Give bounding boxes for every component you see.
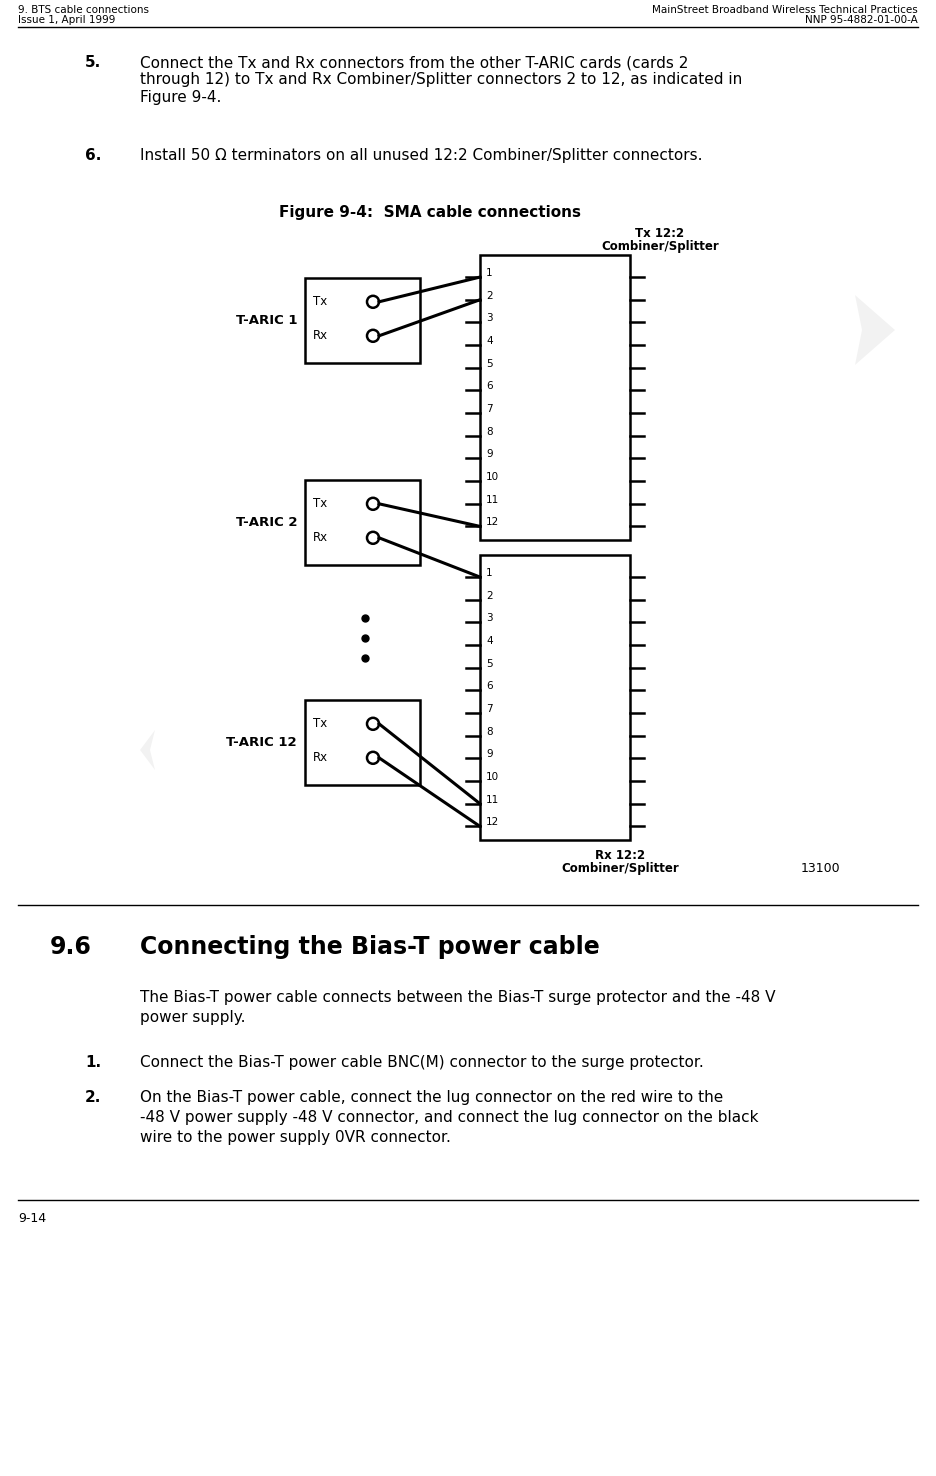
- Text: Rx: Rx: [313, 751, 329, 765]
- Text: 2: 2: [486, 291, 492, 301]
- Text: 7: 7: [486, 704, 492, 714]
- Text: 6: 6: [486, 682, 492, 691]
- Text: 4: 4: [486, 636, 492, 646]
- Text: 1: 1: [486, 269, 492, 277]
- Text: 8: 8: [486, 726, 492, 737]
- Text: Tx: Tx: [313, 717, 328, 731]
- Text: Combiner/Splitter: Combiner/Splitter: [601, 241, 719, 252]
- Text: Issue 1, April 1999: Issue 1, April 1999: [18, 15, 115, 25]
- Text: On the Bias-T power cable, connect the lug connector on the red wire to the
-48 : On the Bias-T power cable, connect the l…: [140, 1089, 758, 1144]
- Text: Rx: Rx: [313, 329, 329, 342]
- Text: 6: 6: [486, 381, 492, 391]
- Polygon shape: [855, 295, 895, 365]
- Text: 1: 1: [486, 568, 492, 579]
- Text: Combiner/Splitter: Combiner/Splitter: [561, 862, 679, 875]
- Text: Tx: Tx: [313, 497, 328, 511]
- Text: 10: 10: [486, 772, 499, 782]
- Text: 4: 4: [486, 337, 492, 345]
- Text: 9.6: 9.6: [50, 934, 92, 959]
- Text: 13100: 13100: [800, 862, 840, 875]
- Text: 3: 3: [486, 614, 492, 623]
- Text: 12: 12: [486, 818, 499, 828]
- Text: 5.: 5.: [85, 55, 101, 69]
- Text: Rx: Rx: [313, 531, 329, 545]
- Text: 12: 12: [486, 517, 499, 527]
- Text: 1.: 1.: [85, 1055, 101, 1070]
- Text: NNP 95-4882-01-00-A: NNP 95-4882-01-00-A: [805, 15, 918, 25]
- Text: 6.: 6.: [85, 148, 101, 162]
- Text: Figure 9-4:  SMA cable connections: Figure 9-4: SMA cable connections: [279, 205, 581, 220]
- Polygon shape: [140, 731, 155, 770]
- Text: 5: 5: [486, 359, 492, 369]
- Text: The Bias-T power cable connects between the Bias-T surge protector and the -48 V: The Bias-T power cable connects between …: [140, 990, 776, 1024]
- Text: T-ARIC 1: T-ARIC 1: [236, 314, 297, 328]
- Text: 10: 10: [486, 472, 499, 483]
- Text: 5: 5: [486, 658, 492, 669]
- Text: MainStreet Broadband Wireless Technical Practices: MainStreet Broadband Wireless Technical …: [652, 4, 918, 15]
- Text: 9. BTS cable connections: 9. BTS cable connections: [18, 4, 149, 15]
- Text: Connecting the Bias-T power cable: Connecting the Bias-T power cable: [140, 934, 600, 959]
- Text: Rx 12:2: Rx 12:2: [595, 849, 645, 862]
- Text: Tx 12:2: Tx 12:2: [636, 227, 684, 241]
- Text: T-ARIC 2: T-ARIC 2: [236, 517, 297, 528]
- Text: 2.: 2.: [85, 1089, 101, 1106]
- Text: T-ARIC 12: T-ARIC 12: [227, 737, 297, 748]
- Text: 9-14: 9-14: [18, 1212, 46, 1225]
- Text: 7: 7: [486, 404, 492, 413]
- Text: Tx: Tx: [313, 295, 328, 308]
- Text: 9: 9: [486, 449, 492, 459]
- Text: 11: 11: [486, 794, 499, 804]
- Text: 3: 3: [486, 313, 492, 323]
- Text: 9: 9: [486, 750, 492, 759]
- Text: 8: 8: [486, 427, 492, 437]
- Text: 2: 2: [486, 590, 492, 601]
- Text: Connect the Bias-T power cable BNC(M) connector to the surge protector.: Connect the Bias-T power cable BNC(M) co…: [140, 1055, 704, 1070]
- Text: 11: 11: [486, 494, 499, 505]
- Text: Connect the Tx and Rx connectors from the other T-ARIC cards (cards 2
through 12: Connect the Tx and Rx connectors from th…: [140, 55, 742, 105]
- Text: Install 50 Ω terminators on all unused 12:2 Combiner/Splitter connectors.: Install 50 Ω terminators on all unused 1…: [140, 148, 703, 162]
